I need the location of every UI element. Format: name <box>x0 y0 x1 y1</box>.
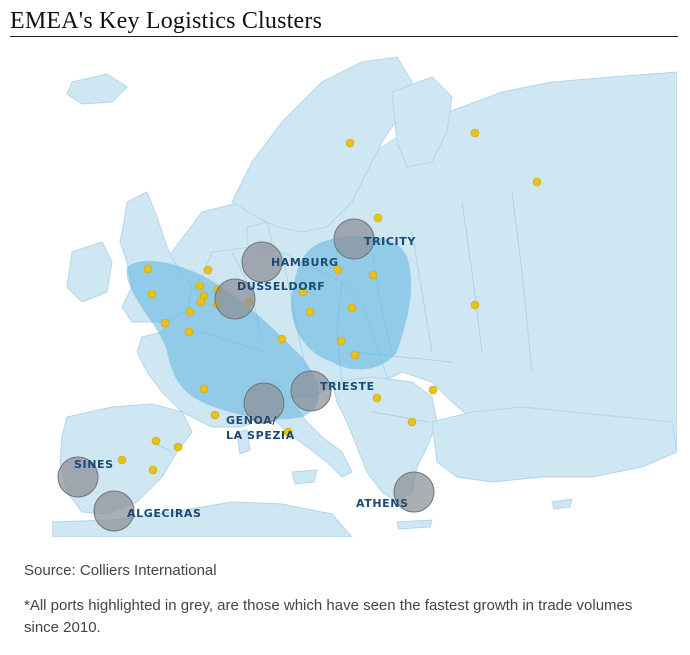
logistics-hub-dot <box>372 393 382 403</box>
land-sardinia <box>236 429 251 455</box>
source-note: Source: Colliers International <box>24 562 217 579</box>
land-turkey <box>431 406 677 483</box>
footnote: *All ports highlighted in grey, are thos… <box>24 597 633 636</box>
logistics-hub-dot <box>373 213 383 223</box>
logistics-hub-dot <box>283 427 293 437</box>
port-label-hamburg: HAMBURG <box>271 256 339 269</box>
logistics-hub-dot <box>470 128 480 138</box>
logistics-hub-dot <box>117 455 127 465</box>
logistics-hub-dot <box>203 265 213 275</box>
port-dusseldorf-marker <box>214 278 256 320</box>
logistics-hub-dot <box>368 270 378 280</box>
land-cyprus <box>551 498 573 510</box>
map-title: EMEA's Key Logistics Clusters <box>10 8 323 34</box>
logistics-hub-dot <box>199 384 209 394</box>
europe-map: HAMBURG TRICITY DUSSELDORF TRIESTE GENOA… <box>52 56 677 537</box>
port-labels: HAMBURG TRICITY DUSSELDORF TRIESTE GENOA… <box>74 235 416 520</box>
logistics-hub-dot <box>532 177 542 187</box>
logistics-hub-dot <box>210 410 220 420</box>
port-label-dusseldorf: DUSSELDORF <box>237 280 325 293</box>
logistics-hub-dot <box>298 287 308 297</box>
land-ireland <box>66 241 113 303</box>
logistics-hub-dot <box>160 318 170 328</box>
land-crete <box>396 519 433 530</box>
logistics-hub-dot <box>196 297 206 307</box>
land-iceland <box>66 73 128 105</box>
logistics-hub-dot <box>185 307 195 317</box>
port-algeciras-marker <box>93 490 135 532</box>
logistics-hub-dot <box>173 442 183 452</box>
logistics-hub-dot <box>151 436 161 446</box>
logistics-hub-dot <box>470 300 480 310</box>
port-label-la-spezia: LA SPEZIA <box>226 429 295 442</box>
logistics-hub-dot <box>195 281 205 291</box>
logistics-hub-dot <box>143 264 153 274</box>
port-label-genoa: GENOA/ <box>226 414 277 427</box>
logistics-hub-dot <box>345 138 355 148</box>
port-label-algeciras: ALGECIRAS <box>127 507 202 520</box>
logistics-hub-dot <box>428 385 438 395</box>
cluster-central-europe <box>291 235 412 370</box>
logistics-hub-dot <box>305 307 315 317</box>
port-label-tricity: TRICITY <box>364 235 416 248</box>
port-trieste-marker <box>290 370 332 412</box>
logistics-hub-dot <box>347 303 357 313</box>
port-sines-marker <box>57 456 99 498</box>
logistics-hub-dot <box>407 417 417 427</box>
port-label-sines: SINES <box>74 458 114 471</box>
port-hamburg-marker <box>241 241 283 283</box>
port-label-athens: ATHENS <box>356 497 409 510</box>
land-scandinavia <box>231 56 413 233</box>
logistics-hubs <box>117 128 542 475</box>
port-tricity-marker <box>333 218 375 260</box>
logistics-hub-dot <box>148 465 158 475</box>
logistics-hub-dot <box>336 336 346 346</box>
land-finland <box>391 76 453 168</box>
logistics-hub-dot <box>350 350 360 360</box>
logistics-hub-dot <box>333 265 343 275</box>
port-athens-marker <box>393 471 435 513</box>
land-sicily <box>291 469 318 485</box>
fastest-growth-ports <box>57 218 435 532</box>
title-rule <box>10 36 678 37</box>
logistics-hub-dot <box>277 334 287 344</box>
cluster-western-banana <box>126 260 319 420</box>
port-label-trieste: TRIESTE <box>320 380 375 393</box>
logistics-hub-dot <box>147 289 157 299</box>
logistics-hub-dot <box>184 327 194 337</box>
port-genoa-marker <box>243 382 285 424</box>
